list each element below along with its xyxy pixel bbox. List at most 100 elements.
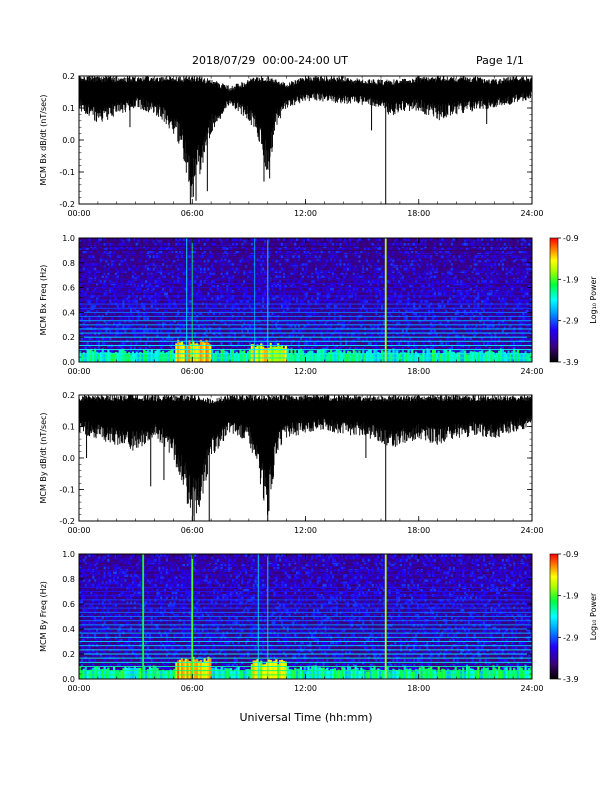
spectrogram-cell [482, 260, 486, 264]
spectrogram-cell [443, 262, 446, 266]
spectrogram-cell [413, 260, 416, 264]
spectrogram-cell [154, 292, 157, 296]
spectrogram-cell [473, 349, 476, 353]
spectrogram-cell [316, 292, 320, 296]
spectrogram-cell [460, 255, 463, 259]
spectrogram-cell [418, 275, 421, 278]
spectrogram-cell [296, 238, 299, 241]
spectrogram-cell [192, 324, 195, 328]
spectrogram-cell [254, 304, 257, 308]
spectrogram-cell [126, 255, 129, 259]
spectrogram-cell [309, 342, 312, 345]
spectrogram-cell [377, 260, 380, 264]
spectrogram-cell [381, 242, 384, 246]
spectrogram-cell [305, 285, 308, 288]
spectrogram-cell [475, 262, 478, 266]
spectrogram-cell [422, 317, 425, 321]
spectrogram-cell [441, 272, 444, 276]
spectrogram-cell [224, 309, 227, 313]
spectrogram-cell [124, 324, 127, 328]
spectrogram-cell [112, 300, 116, 303]
spectrogram-cell [373, 275, 376, 278]
spectrogram-cell [145, 317, 148, 321]
spectrogram-cell [364, 280, 367, 283]
spectrogram-cell [305, 267, 308, 271]
spectrogram-cell [447, 280, 450, 283]
spectrogram-cell [365, 337, 369, 340]
spectrogram-cell [209, 337, 212, 340]
spectrogram-cell [156, 287, 159, 291]
spectrogram-cell [190, 242, 193, 246]
spectrogram-cell [199, 322, 202, 326]
spectrogram-cell [205, 317, 208, 321]
spectrogram-cell [137, 238, 140, 241]
spectrogram-cell [177, 322, 180, 326]
spectrogram-cell [314, 329, 318, 333]
spectrogram-cell [141, 250, 144, 254]
spectrogram-cell [354, 250, 357, 254]
spectrogram-cell [354, 297, 357, 301]
spectrogram-cell [473, 334, 476, 338]
spectrogram-cell [271, 272, 274, 276]
spectrogram-cell [399, 292, 403, 296]
spectrogram-cell [337, 329, 340, 333]
spectrogram-cell [405, 309, 408, 313]
spectrogram-cell [490, 292, 493, 296]
spectrogram-cell [482, 255, 486, 259]
spectrogram-cell [92, 349, 95, 353]
spectrogram-cell [207, 260, 210, 264]
spectrogram-cell [231, 275, 235, 278]
spectrogram-cell [375, 347, 378, 350]
spectrogram-cell [243, 317, 246, 321]
spectrogram-cell [411, 267, 414, 271]
spectrogram-cell [294, 267, 297, 271]
spectrogram-cell [230, 297, 233, 301]
spectrogram-cell [375, 312, 378, 316]
spectrogram-cell [196, 334, 199, 338]
spectrogram-cell [413, 292, 416, 296]
spectrogram-cell [479, 309, 482, 313]
spectrogram-cell [460, 260, 463, 264]
spectrogram-cell [84, 247, 87, 251]
spectrogram-cell [479, 260, 482, 264]
spectrogram-cell [258, 280, 261, 283]
spectrogram-cell [348, 247, 352, 251]
spectrogram-cell [169, 329, 172, 333]
spectrogram-cell [416, 238, 420, 241]
spectrogram-cell [124, 287, 127, 291]
spectrogram-cell [137, 317, 140, 321]
spectrogram-cell [381, 304, 384, 308]
spectrogram-cell [239, 342, 242, 345]
spectrogram-cell [352, 287, 355, 291]
spectrogram-cell [182, 342, 185, 345]
spectrogram-cell [284, 322, 287, 326]
spectrogram-cell [490, 280, 493, 283]
spectrogram-cell [339, 300, 342, 303]
spectrogram-cell [373, 304, 376, 308]
spectrogram-cell [194, 250, 197, 254]
spectrogram-cell [169, 304, 172, 308]
spectrogram-cell [441, 304, 444, 308]
spectrogram-cell [163, 275, 167, 278]
spectrogram-cell [324, 242, 327, 246]
spectrogram-cell [228, 242, 231, 246]
spectrogram-cell [373, 317, 376, 321]
spectrogram-cell [462, 334, 465, 338]
spectrogram-cell [441, 247, 444, 251]
spectrogram-cell [337, 292, 340, 296]
spectrogram-cell [318, 292, 321, 296]
spectrogram-cell [452, 317, 455, 321]
spectrogram-cell [382, 322, 386, 326]
spectrogram-cell [86, 262, 89, 266]
spectrogram-cell [275, 342, 278, 345]
spectrogram-cell [396, 272, 399, 276]
spectrogram-cell [124, 260, 127, 264]
spectrogram-cell [356, 287, 359, 291]
spectrogram-cell [382, 334, 386, 338]
spectrogram-cell [326, 287, 329, 291]
spectrogram-cell [416, 317, 420, 321]
spectrogram-cell [339, 304, 342, 308]
spectrogram-cell [122, 300, 125, 303]
spectrogram-cell [435, 280, 438, 283]
spectrogram-cell [490, 309, 493, 313]
